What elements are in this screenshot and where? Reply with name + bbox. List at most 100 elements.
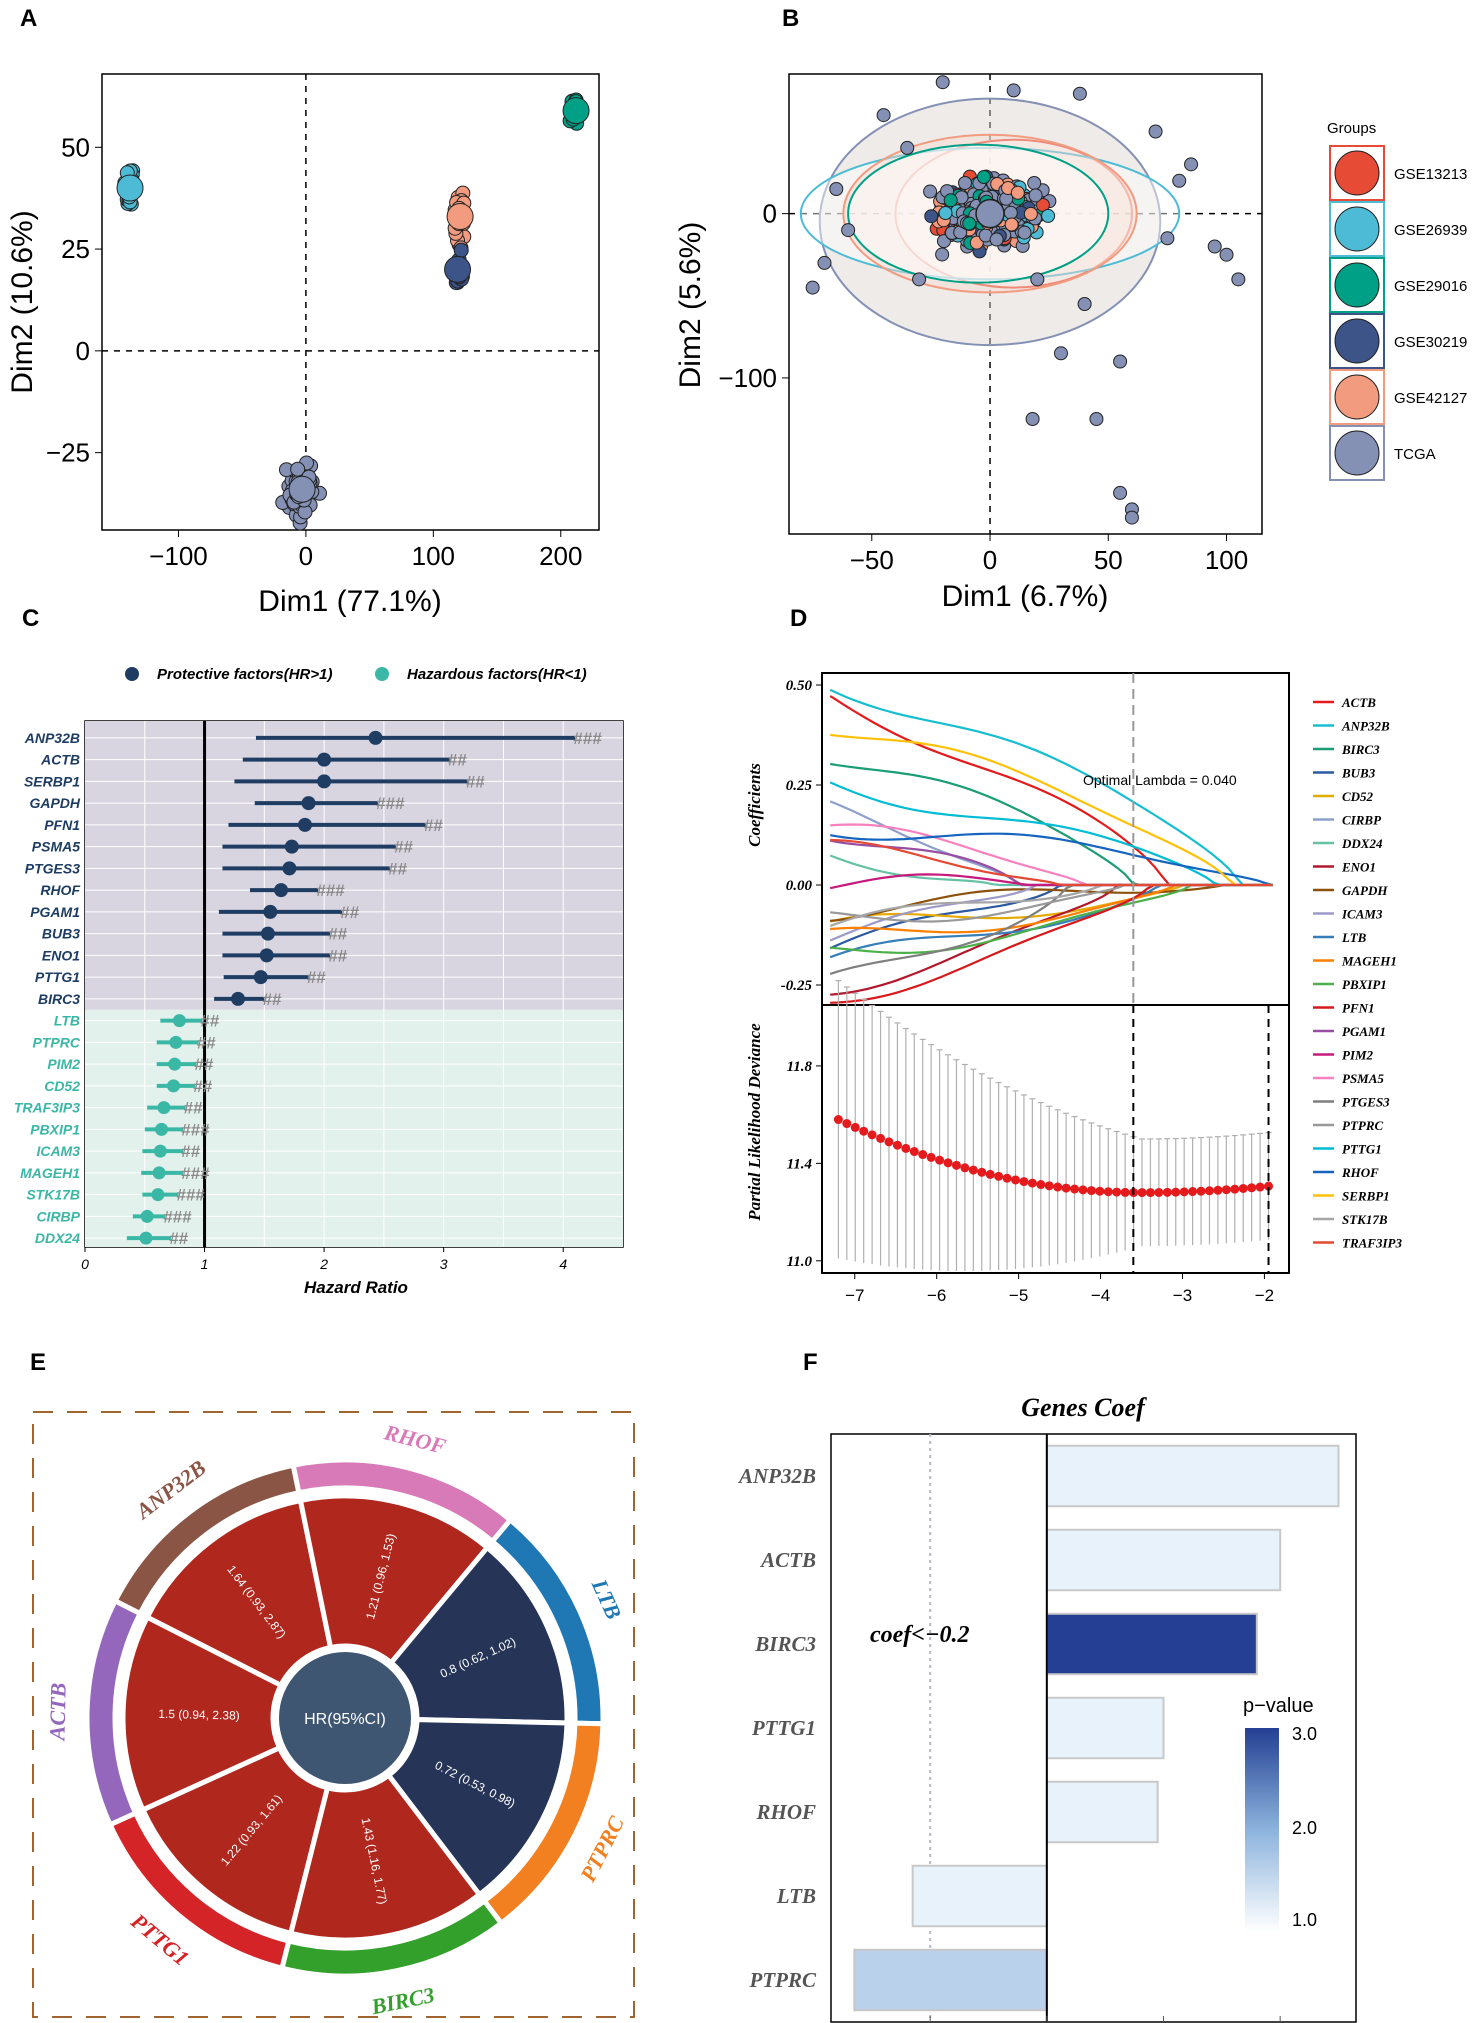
coef-gene-label: ACTB: [759, 1548, 816, 1572]
pca-b-outlier: [1172, 173, 1187, 188]
lasso-coef-ytick-label: 0.25: [786, 778, 813, 794]
lasso-dev-point: [1171, 1187, 1181, 1197]
lasso-legend-label: PGAM1: [1342, 1024, 1386, 1039]
coef-legend-tick-3: 3.0: [1292, 1724, 1317, 1744]
forest-gene-label: PIM2: [47, 1056, 80, 1072]
forest-sig-label: ##: [200, 1012, 219, 1031]
circos-hr-label: 1.5 (0.94, 2.38): [158, 1707, 240, 1723]
forest-sig-label: ##: [340, 903, 359, 922]
forest-xtick-label: 4: [559, 1256, 567, 1272]
forest-sig-label: ###: [181, 1164, 210, 1183]
pca-b-outlier: [1006, 83, 1021, 98]
forest-gene-label: ENO1: [42, 947, 80, 963]
forest-plot: Protective factors(HR>1) Hazardous factor…: [14, 666, 624, 1297]
forest-gene-label: PTPRC: [33, 1034, 81, 1050]
lasso-dev-point: [1027, 1178, 1037, 1188]
lasso-xtick-label: −2: [1255, 1286, 1274, 1305]
forest-gene-label: PBXIP1: [30, 1121, 80, 1137]
pca-b-legend-dot: [1334, 374, 1380, 420]
lasso-legend-label: LTB: [1341, 930, 1367, 945]
lasso-legend-label: CIRBP: [1342, 813, 1382, 828]
forest-point: [151, 1188, 165, 1202]
lasso-body: 0.50 0.25 0.00 -0.25 11.8 11.4 11.0 −7 −6 −5 −4 −3 −…: [781, 673, 1274, 1305]
circos-gene-label: RHOF: [381, 1419, 449, 1459]
pca-a-points: [116, 92, 590, 531]
forest-sig-label: ##: [328, 925, 347, 944]
lasso-coef-ytick-label: -0.25: [781, 978, 813, 994]
lasso-legend: ACTB ANP32B BIRC3 BUB3 CD52 CIRBP DDX24 ENO1 GAP…: [1313, 695, 1402, 1251]
forest-sig-label: ###: [176, 1186, 205, 1205]
forest-gene-label: PTGES3: [25, 860, 80, 876]
lasso-dev-ytick-label: 11.8: [787, 1059, 813, 1075]
forest-sig-label: ##: [197, 1033, 216, 1052]
coef-bar: [853, 1948, 1048, 2012]
forest-gene-label: ANP32B: [24, 730, 80, 746]
pca-b-xtick-label: 100: [1205, 545, 1248, 575]
pca-b-point: [935, 247, 950, 262]
pca-a-ytick-label: 25: [61, 234, 90, 264]
lasso-legend-label: ENO1: [1341, 860, 1376, 875]
forest-sig-label: ##: [181, 1142, 200, 1161]
forest-gene-label: STK17B: [26, 1187, 80, 1203]
lasso-dev-point: [943, 1158, 953, 1168]
pca-b-outlier: [1207, 239, 1222, 254]
pca-b-outlier: [900, 140, 915, 155]
pca-b-ytick-label: −100: [718, 363, 777, 393]
coef-bar: [1045, 1528, 1282, 1592]
forest-point: [317, 774, 332, 789]
lasso-dev-point: [892, 1140, 902, 1150]
coef-gene-label: RHOF: [755, 1800, 816, 1824]
pca-b-legend-label: GSE29016: [1394, 278, 1467, 295]
pca-b-outlier: [1072, 86, 1087, 101]
coef-gene-label: PTPRC: [749, 1968, 817, 1992]
lasso-coef-path: [830, 733, 1273, 887]
pca-a-centroid: [444, 255, 472, 283]
lasso-dev-point: [884, 1137, 894, 1147]
forest-point: [231, 991, 246, 1006]
forest-gene-label: RHOF: [40, 882, 80, 898]
lasso-dev-point: [1204, 1186, 1214, 1196]
pca-b-xtick-label: −50: [850, 545, 894, 575]
panel-label-e: E: [30, 1349, 46, 1376]
pca-b-frame: [788, 73, 1263, 535]
forest-point: [301, 796, 316, 811]
lasso-xtick-label: −7: [845, 1286, 864, 1305]
panel-label-b: B: [782, 5, 799, 32]
lasso-dev-point: [1264, 1181, 1274, 1191]
lasso-coef-path: [830, 832, 1273, 887]
pca-b-legend-dot: [1334, 150, 1380, 196]
forest-legend: Protective factors(HR>1) Hazardous factor…: [125, 666, 587, 683]
lasso-dev-point: [1103, 1187, 1113, 1197]
forest-point: [168, 1057, 182, 1071]
forest-sig-label: ###: [163, 1207, 192, 1226]
forest-point: [259, 948, 274, 963]
forest-gene-label: MAGEH1: [20, 1165, 80, 1181]
pca-b-outlier: [1231, 272, 1246, 287]
forest-sig-label: ##: [328, 946, 347, 965]
pca-b-xtick-label: 0: [983, 545, 997, 575]
coef-gene-label: ANP32B: [737, 1464, 816, 1488]
lasso-dev-point: [968, 1165, 978, 1175]
lasso-xtick-label: −4: [1091, 1286, 1110, 1305]
forest-point: [282, 861, 297, 876]
forest-gene-label: DDX24: [35, 1230, 80, 1246]
forest-sig-label: ##: [307, 968, 326, 987]
forest-xlabel: Hazard Ratio: [304, 1278, 408, 1297]
pca-a-xtick-label: −100: [149, 541, 208, 571]
forest-legend-protective: Protective factors(HR>1): [157, 666, 332, 683]
lasso-legend-label: CD52: [1342, 789, 1374, 804]
lasso-dev-point: [1145, 1188, 1155, 1198]
pca-b-point: [1017, 225, 1032, 240]
lasso-legend-label: BUB3: [1341, 766, 1376, 781]
forest-sig-label: ###: [316, 881, 345, 900]
pca-b-outlier: [876, 108, 891, 123]
pca-a-xtick-label: 0: [299, 541, 313, 571]
forest-point: [139, 1231, 153, 1245]
lasso-dev-ytick-label: 11.4: [787, 1156, 813, 1172]
forest-gene-label: ACTB: [40, 752, 80, 768]
lasso-dev-point: [1010, 1175, 1020, 1185]
lasso-dev-point: [1137, 1188, 1147, 1198]
lasso-dev-point: [935, 1155, 945, 1165]
lasso-dev-point: [1120, 1187, 1130, 1197]
forest-gene-label: BUB3: [42, 926, 80, 942]
